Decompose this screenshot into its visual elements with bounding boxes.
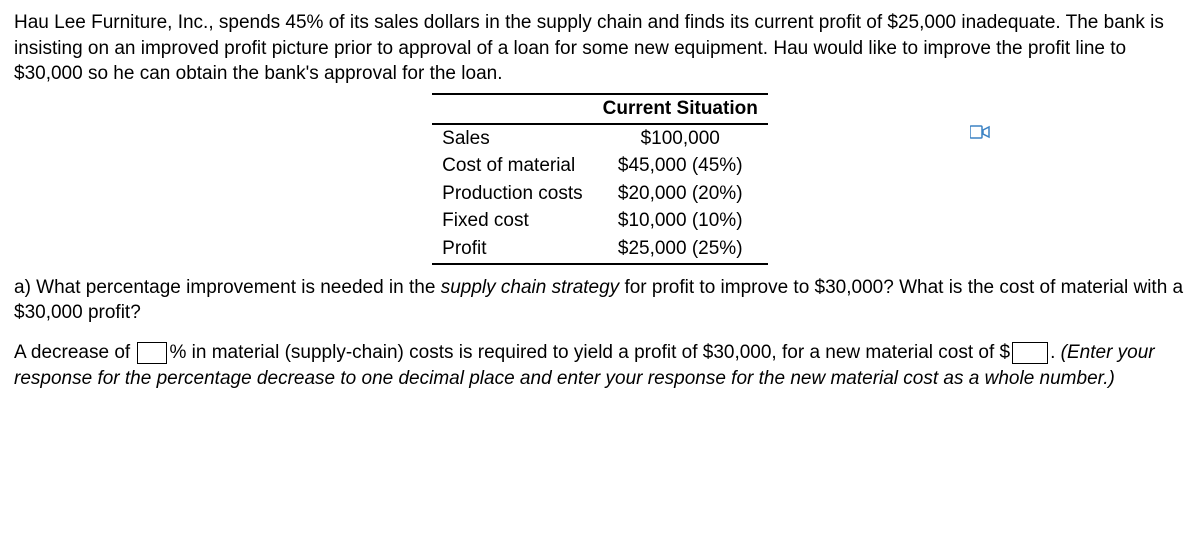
- answer-part3: .: [1050, 342, 1061, 363]
- row-label: Profit: [432, 235, 592, 264]
- situation-table: Current Situation Sales $100,000 Cost of…: [432, 93, 768, 265]
- row-label: Fixed cost: [432, 207, 592, 235]
- problem-text: Hau Lee Furniture, Inc., spends 45% of i…: [14, 12, 1164, 84]
- question-italic: supply chain strategy: [441, 277, 620, 298]
- problem-statement: Hau Lee Furniture, Inc., spends 45% of i…: [14, 10, 1186, 87]
- table-header: Current Situation: [593, 94, 768, 124]
- answer-part1: A decrease of: [14, 342, 135, 363]
- row-label: Sales: [432, 124, 592, 153]
- row-label: Cost of material: [432, 152, 592, 180]
- row-value: $20,000 (20%): [593, 180, 768, 208]
- question-prefix: a) What percentage improvement is needed…: [14, 277, 441, 298]
- row-value: $10,000 (10%): [593, 207, 768, 235]
- row-value: $45,000 (45%): [593, 152, 768, 180]
- row-label: Production costs: [432, 180, 592, 208]
- row-value: $100,000: [593, 124, 768, 153]
- percent-input[interactable]: [137, 342, 167, 364]
- question-a: a) What percentage improvement is needed…: [14, 275, 1186, 326]
- answer-line: A decrease of % in material (supply-chai…: [14, 340, 1186, 391]
- answer-part2: % in material (supply-chain) costs is re…: [169, 342, 1010, 363]
- row-value: $25,000 (25%): [593, 235, 768, 264]
- cost-input[interactable]: [1012, 342, 1048, 364]
